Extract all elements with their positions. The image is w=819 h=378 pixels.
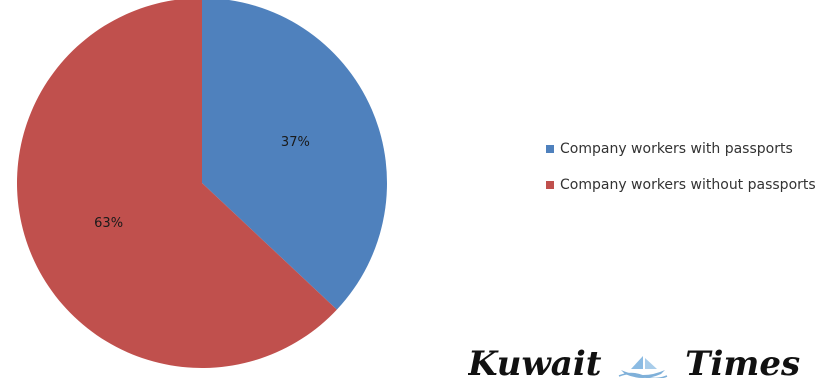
legend-item-without-passports: Company workers without passports [546, 174, 816, 196]
legend-label-without-passports: Company workers without passports [560, 177, 816, 193]
pie-labels: 37% 63% [94, 135, 310, 231]
legend-swatch-without-passports [546, 181, 554, 189]
legend-item-with-passports: Company workers with passports [546, 138, 816, 160]
kuwait-times-logo: Kuwait Times [468, 338, 800, 378]
data-label-without-passports: 63% [94, 216, 123, 231]
legend: Company workers with passports Company w… [546, 138, 816, 210]
logo-left-word: Kuwait [468, 344, 602, 378]
pie-slices [17, 0, 387, 368]
data-label-with-passports: 37% [281, 135, 310, 150]
pie-slice-with-passports [202, 0, 387, 310]
boat-icon [619, 356, 668, 378]
pie-slice-without-passports [17, 0, 337, 368]
legend-label-with-passports: Company workers with passports [560, 141, 793, 157]
logo-right-word: Times [685, 344, 801, 378]
legend-swatch-with-passports [546, 145, 554, 153]
